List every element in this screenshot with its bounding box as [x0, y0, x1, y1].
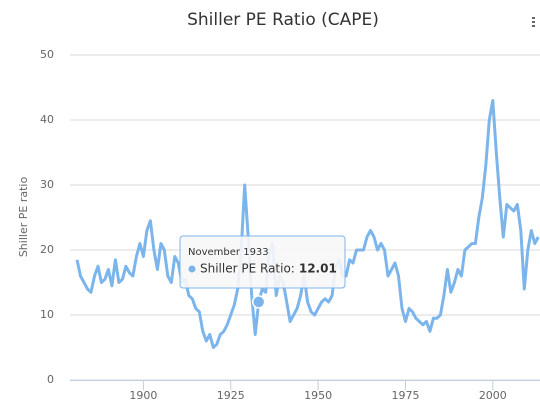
y-tick-label: 20 [40, 243, 54, 256]
x-tick-label: 1975 [391, 389, 419, 400]
x-tick-label: 1925 [217, 389, 245, 400]
menu-bar[interactable] [532, 21, 535, 23]
tooltip-value: 12.01 [299, 262, 337, 276]
x-tick-label: 2000 [479, 389, 507, 400]
y-tick-label: 30 [40, 178, 54, 191]
y-axis-title: Shiller PE ratio [17, 177, 30, 258]
tooltip: November 1933 Shiller PE Ratio: 12.01 [179, 235, 346, 289]
x-tick-label: 1900 [129, 389, 157, 400]
y-tick-label: 10 [40, 308, 54, 321]
series-line [75, 99, 540, 349]
menu-bar[interactable] [532, 17, 535, 19]
menu-bar[interactable] [532, 25, 535, 27]
y-tick-label: 40 [40, 113, 54, 126]
tooltip-box [179, 235, 346, 289]
tooltip-header: November 1933 [188, 247, 269, 258]
y-tick-label: 50 [40, 48, 54, 61]
chart-title: Shiller PE Ratio (CAPE) [187, 10, 379, 30]
tooltip-swatch [188, 265, 196, 273]
hover-marker [251, 295, 266, 309]
menu-button[interactable] [532, 17, 535, 27]
x-tick-label: 1950 [304, 389, 332, 400]
y-tick-label: 0 [47, 373, 54, 386]
tooltip-label: Shiller PE Ratio: [200, 262, 295, 276]
